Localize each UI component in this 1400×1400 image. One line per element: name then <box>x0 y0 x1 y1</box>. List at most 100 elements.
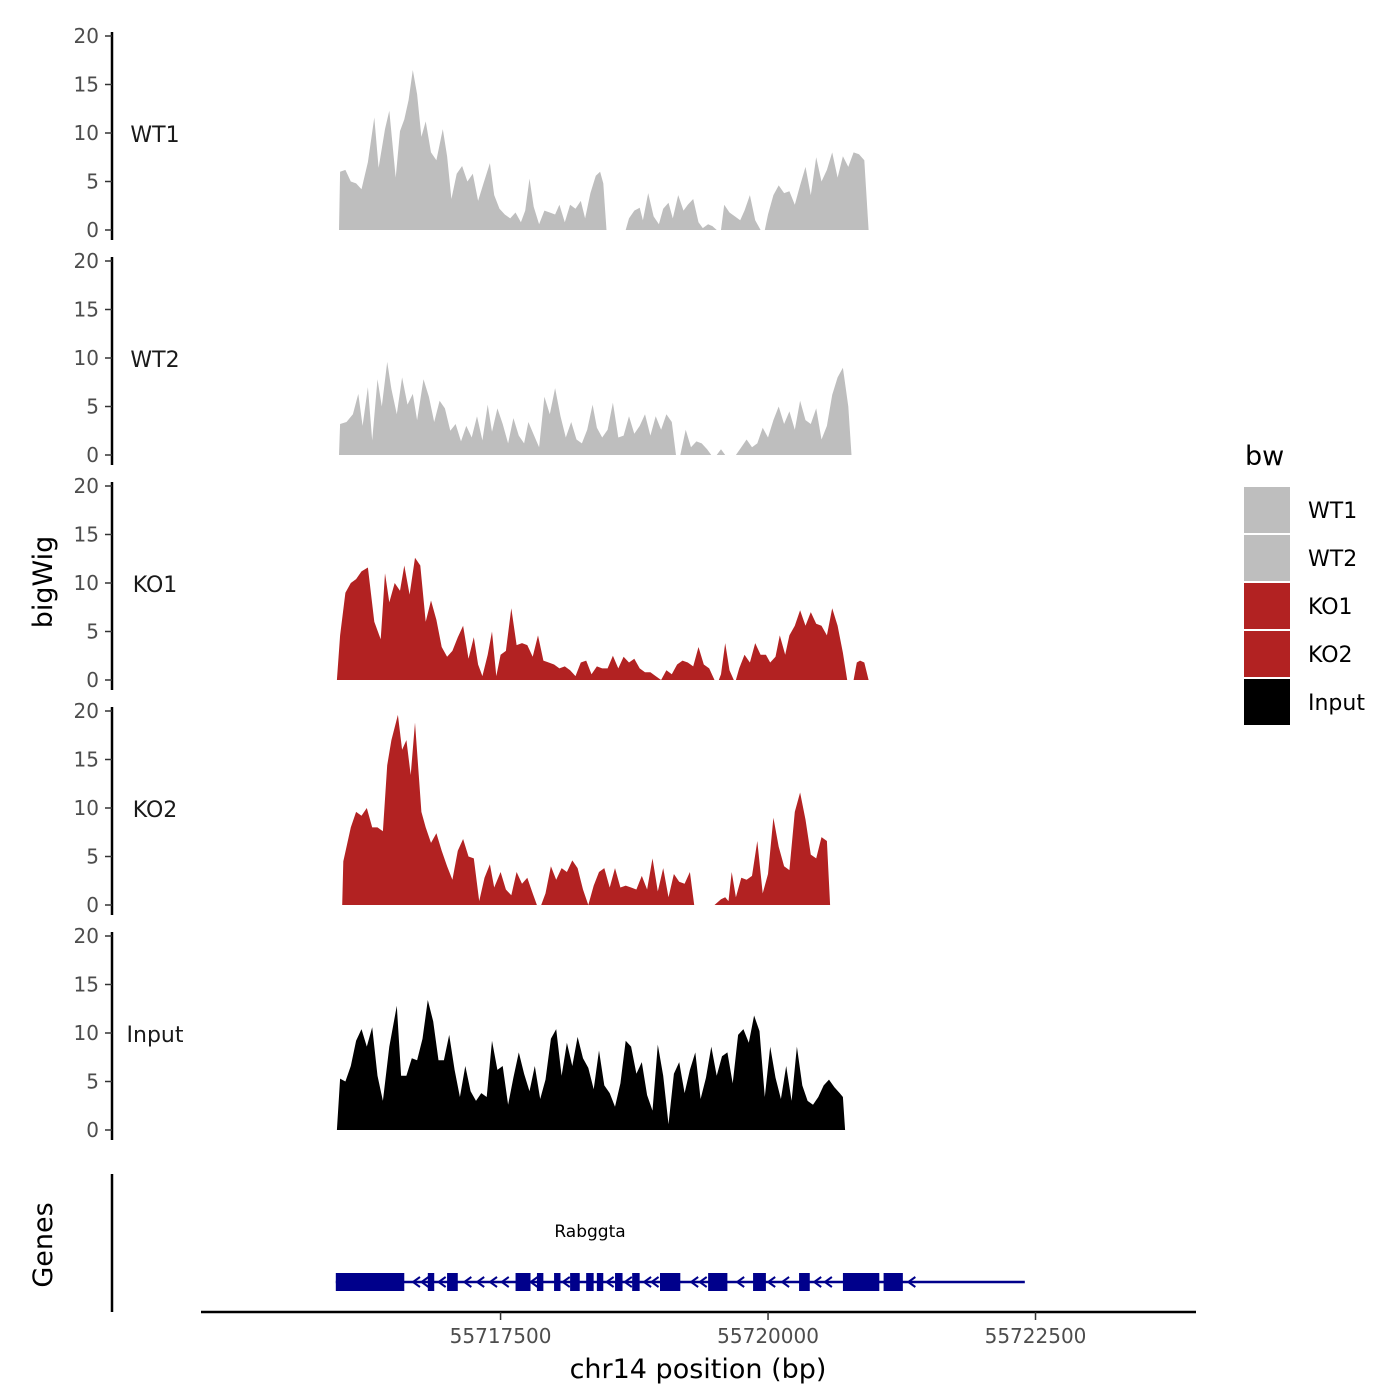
gene-strand-arrow <box>689 1276 699 1288</box>
genes-panel: Genes Rabggta <box>28 1174 1025 1312</box>
x-tick-label: 55720000 <box>717 1324 819 1348</box>
track-label-ko1: KO1 <box>133 573 178 598</box>
y-tick-label: 20 <box>74 924 99 948</box>
legend: bw WT1 WT2 KO1 KO2 Input <box>1244 441 1365 725</box>
y-tick-label: 0 <box>86 893 99 917</box>
gene-strand-arrow <box>823 1276 833 1288</box>
y-tick-label: 10 <box>74 1021 99 1045</box>
legend-label-wt1: WT1 <box>1308 499 1357 524</box>
legend-key-ko1 <box>1244 583 1290 629</box>
gene-strand-arrow <box>462 1276 472 1288</box>
legend-key-ko2 <box>1244 631 1290 677</box>
track-ko1: 0 5 10 15 20 KO1 <box>74 474 869 692</box>
gene-exon <box>570 1273 580 1291</box>
legend-key-input <box>1244 679 1290 725</box>
area-ko2 <box>342 714 831 905</box>
area-wt2 <box>339 361 852 455</box>
y-tick-label: 10 <box>74 571 99 595</box>
track-label-ko2: KO2 <box>133 798 178 823</box>
legend-key-wt2 <box>1244 535 1290 581</box>
y-tick-label: 0 <box>86 668 99 692</box>
y-tick-label: 20 <box>74 699 99 723</box>
gene-strand-arrow <box>623 1276 633 1288</box>
gene-exon <box>799 1273 810 1291</box>
legend-label-ko1: KO1 <box>1308 595 1353 620</box>
x-axis: 55717500 55720000 55722500 <box>201 1310 1196 1348</box>
y-tick-label: 20 <box>74 24 99 48</box>
y-tick-label: 20 <box>74 249 99 273</box>
y-tick-label: 10 <box>74 346 99 370</box>
gene-exon <box>536 1273 544 1291</box>
y-tick-label: 10 <box>74 796 99 820</box>
gene-strand-arrow <box>604 1276 615 1288</box>
gene-model <box>335 1273 1025 1291</box>
y-tick-label: 0 <box>86 218 99 242</box>
track-label-wt1: WT1 <box>130 123 179 148</box>
track-wt1: 0 5 10 15 20 WT1 <box>74 24 869 242</box>
y-tick-label: 5 <box>86 170 99 194</box>
gene-strand-arrow <box>488 1276 498 1288</box>
x-tick-label: 55717500 <box>450 1324 552 1348</box>
track-label-input: Input <box>127 1023 184 1048</box>
gene-strand-arrow <box>419 1276 430 1288</box>
gene-strand-arrow <box>436 1276 447 1288</box>
y-tick-label: 15 <box>74 73 99 97</box>
gene-exon <box>883 1273 903 1291</box>
gene-strand-arrow <box>528 1276 539 1288</box>
tracks: 0 5 10 15 20 WT1 0 5 10 15 20 WT2 0 5 10 15 20 KO1 0 5 10 15 2… <box>74 24 869 1142</box>
x-axis-title: chr14 position (bp) <box>570 1354 827 1385</box>
y-tick-label: 5 <box>86 845 99 869</box>
gene-exon <box>427 1273 435 1291</box>
gene-exon <box>596 1273 604 1291</box>
genes-panel-label: Genes <box>28 1202 59 1287</box>
gene-strand-arrow <box>735 1276 745 1288</box>
legend-title: bw <box>1245 441 1284 472</box>
track-ko2: 0 5 10 15 20 KO2 <box>74 699 831 917</box>
gene-strand-arrow <box>411 1276 421 1288</box>
gene-strand-arrow <box>906 1276 916 1288</box>
gene-exon <box>447 1273 458 1291</box>
gene-exon <box>708 1273 728 1291</box>
gene-exon <box>615 1273 623 1291</box>
y-tick-label: 15 <box>74 523 99 547</box>
y-tick-label: 5 <box>86 395 99 419</box>
gene-strand-arrow <box>500 1276 510 1288</box>
gene-strand-arrow <box>697 1276 708 1288</box>
track-wt2: 0 5 10 15 20 WT2 <box>74 249 852 467</box>
legend-label-input: Input <box>1308 691 1365 716</box>
gene-exon <box>659 1273 681 1291</box>
track-input: 0 5 10 15 20 Input <box>74 924 846 1142</box>
legend-label-ko2: KO2 <box>1308 643 1353 668</box>
gene-strand-arrow <box>766 1276 776 1288</box>
gene-strand-arrow <box>649 1276 660 1288</box>
gene-strand-arrow <box>642 1276 652 1288</box>
area-wt1 <box>339 70 869 230</box>
y-tick-label: 15 <box>74 298 99 322</box>
legend-label-wt2: WT2 <box>1308 547 1357 572</box>
x-tick-label: 55722500 <box>985 1324 1087 1348</box>
gene-strand-arrow <box>780 1276 790 1288</box>
y-tick-label: 5 <box>86 620 99 644</box>
gene-exon <box>515 1273 531 1291</box>
gene-exon <box>586 1273 594 1291</box>
gene-strand-arrow <box>812 1276 822 1288</box>
y-tick-label: 0 <box>86 1118 99 1142</box>
y-tick-label: 10 <box>74 121 99 145</box>
gene-exon <box>632 1273 640 1291</box>
gene-exon <box>842 1273 880 1291</box>
area-ko1 <box>336 557 869 680</box>
gene-exon <box>554 1273 561 1291</box>
legend-key-wt1 <box>1244 487 1290 533</box>
gene-exon <box>335 1273 405 1291</box>
area-input <box>336 1000 846 1130</box>
y-tick-label: 15 <box>74 973 99 997</box>
y-tick-label: 15 <box>74 748 99 772</box>
y-tick-label: 20 <box>74 474 99 498</box>
gene-strand-arrow <box>561 1276 571 1288</box>
y-tick-label: 0 <box>86 443 99 467</box>
y-tick-label: 5 <box>86 1070 99 1094</box>
gene-strand-arrow <box>475 1276 485 1288</box>
y-axis-title: bigWig <box>28 536 59 629</box>
gene-name: Rabggta <box>554 1222 625 1242</box>
